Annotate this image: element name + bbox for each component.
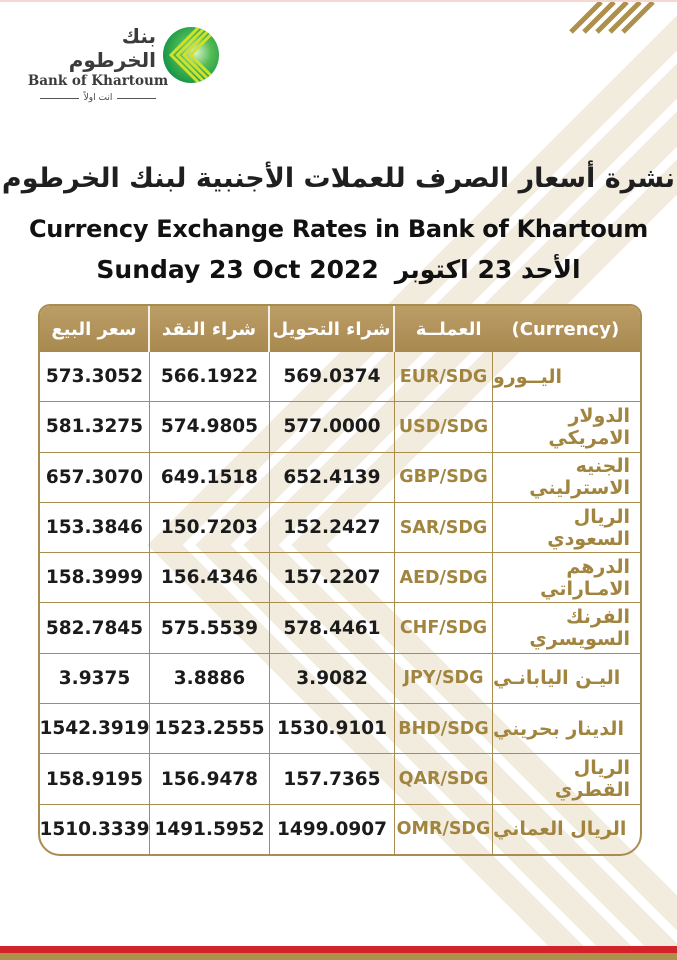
header-cash-buy: شراء النقد: [150, 306, 270, 352]
header-sell-price: سعر البيع: [40, 306, 150, 352]
currency-code: GBP/SDG: [395, 452, 493, 502]
transfer-buy-value: 652.4139: [270, 452, 395, 502]
bank-logo-sphere-icon: [163, 27, 219, 83]
currency-code: EUR/SDG: [395, 352, 493, 402]
cash-buy-value: 3.8886: [150, 653, 270, 704]
transfer-buy-value: 578.4461: [270, 603, 395, 653]
sell-price-value: 158.3999: [40, 553, 150, 603]
header-transfer-buy: شراء التحويل: [270, 306, 395, 352]
currency-code: AED/SDG: [395, 553, 493, 603]
currency-name-arabic: الدينار بحريني: [493, 717, 624, 740]
cash-buy-value: 649.1518: [150, 452, 270, 502]
rates-table-header: سعر البيع شراء النقد شراء التحويل (Curre…: [40, 306, 640, 352]
cash-buy-value: 156.4346: [150, 553, 270, 603]
rate-row: 153.3846 150.7203 152.2427 SAR/SDG الريا…: [40, 501, 640, 553]
sell-price-value: 153.3846: [40, 502, 150, 553]
rate-row: 582.7845 575.5539 578.4461 CHF/SDG الفرن…: [40, 602, 640, 653]
cash-buy-value: 574.9805: [150, 402, 270, 452]
page-title-arabic: نشرة أسعار الصرف للعملات الأجنبية لبنك ا…: [1, 163, 676, 194]
cash-buy-value: 156.9478: [150, 754, 270, 804]
currency-code: BHD/SDG: [395, 704, 493, 754]
bank-name-english: Bank of Khartoum: [27, 73, 169, 89]
currency-name-arabic: الجنيه الاسترليني: [529, 455, 630, 500]
bottom-gold-bar: [0, 953, 677, 960]
rate-row: 1542.3919 1523.2555 1530.9101 BHD/SDG ال…: [40, 703, 640, 754]
sell-price-value: 657.3070: [40, 452, 150, 502]
rates-table-body: 573.3052 566.1922 569.0374 EUR/SDG اليــ…: [40, 352, 640, 854]
bottom-red-bar: [0, 946, 677, 953]
currency-name-arabic: اليــورو: [493, 365, 563, 388]
page-title-english: Currency Exchange Rates in Bank of Khart…: [28, 215, 649, 243]
transfer-buy-value: 1499.0907: [270, 804, 395, 854]
currency-code: OMR/SDG: [395, 804, 493, 854]
sell-price-value: 573.3052: [40, 352, 150, 402]
sell-price-value: 581.3275: [40, 402, 150, 452]
sell-price-value: 158.9195: [40, 754, 150, 804]
transfer-buy-value: 157.7365: [270, 754, 395, 804]
rate-row: 3.9375 3.8886 3.9082 JPY/SDG اليـن الياب…: [40, 652, 640, 704]
sell-price-value: 582.7845: [40, 603, 150, 653]
tagline-rule-left: [40, 97, 79, 99]
header-currency: (Currency) العملــة: [395, 306, 640, 352]
currency-name-arabic: الريال العماني: [493, 818, 627, 841]
currency-name-arabic: الفرنك السويسري: [529, 606, 630, 651]
currency-code: JPY/SDG: [395, 653, 493, 704]
transfer-buy-value: 1530.9101: [270, 704, 395, 754]
header-currency-arabic: العملــة: [415, 318, 482, 340]
sell-price-value: 1510.3339: [40, 804, 150, 854]
sell-price-value: 1542.3919: [40, 704, 150, 754]
currency-code: SAR/SDG: [395, 502, 493, 553]
diagonal-stripes-icon: [569, 0, 655, 34]
cash-buy-value: 566.1922: [150, 352, 270, 402]
currency-name-arabic: اليـن اليابانـي: [493, 667, 621, 690]
cash-buy-value: 150.7203: [150, 502, 270, 553]
date-english: Sunday 23 Oct 2022: [96, 255, 379, 284]
sell-price-value: 3.9375: [40, 653, 150, 704]
date-arabic: الأحد 23 اكتوبر: [394, 255, 581, 284]
bulletin-date: Sunday 23 Oct 2022 الأحد 23 اكتوبر: [0, 255, 677, 284]
rate-row: 158.3999 156.4346 157.2207 AED/SDG الدره…: [40, 552, 640, 603]
rate-row: 573.3052 566.1922 569.0374 EUR/SDG اليــ…: [40, 352, 640, 402]
rate-row: 158.9195 156.9478 157.7365 QAR/SDG الريا…: [40, 753, 640, 804]
rate-row: 1510.3339 1491.5952 1499.0907 OMR/SDG ال…: [40, 803, 640, 854]
transfer-buy-value: 569.0374: [270, 352, 395, 402]
transfer-buy-value: 157.2207: [270, 553, 395, 603]
currency-code: CHF/SDG: [395, 603, 493, 653]
currency-name-arabic: الدولار الامريكي: [548, 404, 630, 449]
rates-table: سعر البيع شراء النقد شراء التحويل (Curre…: [38, 304, 642, 856]
bank-tagline: انت اولاً: [40, 93, 156, 103]
cash-buy-value: 1523.2555: [150, 704, 270, 754]
bank-tagline-text: انت اولاً: [83, 93, 113, 103]
currency-name-arabic: الريال القطري: [554, 757, 630, 802]
currency-name-arabic: الريال السعودي: [547, 505, 630, 550]
bank-logo: بنك الخرطوم Bank of Khartoum انت اولاً: [28, 24, 220, 103]
rate-row: 657.3070 649.1518 652.4139 GBP/SDG الجني…: [40, 451, 640, 502]
currency-name-arabic: الدرهم الامـاراتي: [540, 555, 630, 600]
top-accent-line: [0, 0, 677, 2]
bank-logo-text: بنك الخرطوم Bank of Khartoum انت اولاً: [28, 24, 168, 103]
transfer-buy-value: 577.0000: [270, 402, 395, 452]
header-currency-english: (Currency): [511, 318, 620, 340]
cash-buy-value: 1491.5952: [150, 804, 270, 854]
cash-buy-value: 575.5539: [150, 603, 270, 653]
bank-name-arabic: بنك الخرطوم: [68, 24, 156, 72]
transfer-buy-value: 3.9082: [270, 653, 395, 704]
rate-row: 581.3275 574.9805 577.0000 USD/SDG الدول…: [40, 401, 640, 452]
currency-code: USD/SDG: [395, 402, 493, 452]
transfer-buy-value: 152.2427: [270, 502, 395, 553]
tagline-rule-right: [117, 97, 156, 99]
currency-code: QAR/SDG: [395, 754, 493, 804]
